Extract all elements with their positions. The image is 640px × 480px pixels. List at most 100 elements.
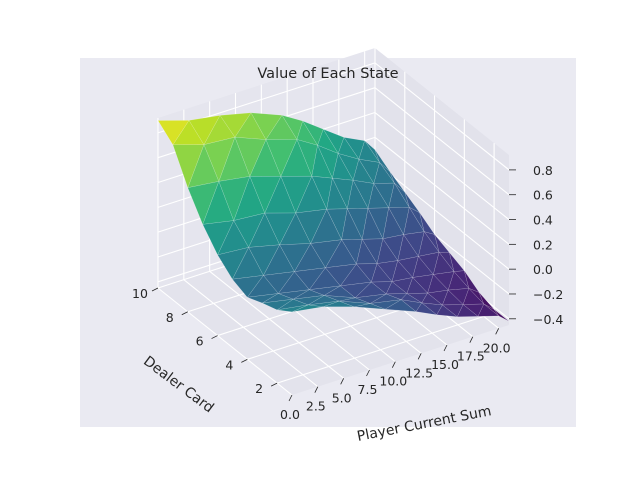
surface-facet	[295, 208, 327, 244]
y-tick-mark	[469, 336, 474, 343]
y-tick-mark	[340, 378, 345, 385]
surface-facet	[404, 191, 420, 213]
surface-facet	[400, 293, 423, 304]
surface-facet	[309, 285, 341, 296]
surface-facet	[434, 234, 450, 253]
surface-facet	[203, 136, 236, 182]
gridline-z	[374, 62, 510, 171]
surface-facet	[427, 289, 449, 306]
y-tick-mark	[288, 394, 293, 402]
surface-facet	[418, 231, 440, 257]
surface-facet	[352, 158, 375, 184]
y-tick-label: 12.5	[405, 365, 433, 380]
surface-facet	[373, 182, 395, 209]
y-tick-label: 2.5	[306, 399, 326, 414]
surface-facet	[247, 293, 279, 304]
x-tick-mark	[211, 335, 218, 339]
y-tick-mark	[391, 361, 396, 368]
surface-facet	[172, 144, 205, 188]
surface-plot	[157, 112, 510, 322]
back-right-pane	[375, 48, 509, 325]
surface-facet	[261, 298, 294, 311]
y-tick-label: 15.0	[431, 357, 459, 372]
x-tick-mark	[181, 311, 188, 316]
z-tick-label: 0.6	[533, 188, 553, 203]
surface-facet	[406, 277, 428, 294]
x-tick-mark	[241, 358, 248, 363]
gridline-y	[209, 270, 345, 379]
surface-facet	[232, 275, 264, 298]
surface-facet	[250, 112, 283, 140]
y-tick-mark	[443, 344, 448, 352]
surface-facet	[276, 304, 309, 313]
gridline-y	[183, 279, 319, 388]
z-tick-label: 0.8	[533, 163, 553, 178]
surface-facet	[457, 304, 479, 318]
surface-facet	[281, 114, 303, 140]
surface-facet	[323, 295, 356, 302]
surface-facet	[423, 231, 440, 253]
surface-facet	[340, 281, 372, 299]
surface-facet	[403, 207, 425, 235]
chart-title: Value of Each State	[257, 66, 398, 82]
z-tick-label: 0.2	[533, 237, 553, 252]
surface-facet	[436, 304, 458, 318]
y-tick-mark	[495, 328, 500, 335]
z-tick-label: −0.2	[533, 287, 563, 302]
surface-facet	[234, 136, 267, 177]
y-tick-label: 5.0	[332, 390, 352, 405]
surface-facet	[364, 140, 380, 163]
x-tick-label: 2	[255, 381, 263, 396]
surface-facet	[279, 212, 311, 246]
surface-facet	[264, 212, 296, 246]
surface-facet	[356, 239, 378, 265]
surface-facet	[296, 120, 318, 146]
z-tick-label: 0.4	[533, 213, 553, 228]
x-tick-label: 4	[225, 357, 233, 372]
surface-facet	[391, 260, 413, 282]
y-tick-mark	[314, 386, 319, 393]
surface-facet	[217, 247, 249, 280]
y-tick-label: 17.5	[457, 349, 485, 364]
surface-facet	[385, 281, 408, 295]
surface-facet	[187, 181, 220, 225]
surface-facet	[453, 270, 470, 289]
y-tick-label: 10.0	[379, 374, 407, 389]
x-tick-mark	[270, 382, 278, 387]
gridline-y	[157, 287, 293, 396]
surface-facet	[187, 144, 220, 188]
y-tick-mark	[417, 353, 422, 360]
surface-facet	[397, 234, 419, 261]
surface-facet	[371, 281, 393, 295]
x-tick-label: 10	[132, 286, 148, 301]
gridline-z	[374, 136, 510, 245]
x-tick-label: 8	[166, 310, 174, 325]
surface-facet	[373, 162, 395, 184]
gridline-z	[374, 161, 510, 270]
surface-facet	[391, 277, 413, 294]
surface-facet	[397, 256, 419, 278]
surface-facet	[338, 297, 371, 304]
x-tick-label: 6	[196, 334, 204, 349]
y-tick-mark	[366, 369, 370, 377]
surface-facet	[421, 302, 443, 316]
surface-facet	[367, 207, 389, 240]
surface-facet	[477, 303, 499, 317]
surface-facet	[202, 220, 234, 256]
surface-facet	[415, 302, 437, 316]
y-tick-label: 7.5	[358, 382, 378, 397]
surface-facet	[354, 293, 387, 304]
y-tick-label: 0.0	[280, 407, 300, 422]
y-tick-label: 20.0	[483, 340, 511, 355]
x-tick-mark	[151, 287, 159, 292]
tick-labels: 2 4 6 8 10 0.0 2.5 5.0 7.510.012.515.017.520.0 −0…	[132, 163, 563, 422]
surface-facet	[447, 271, 470, 291]
surface-facet	[307, 300, 340, 308]
surface-facet	[361, 208, 384, 240]
gridline-z	[374, 87, 510, 196]
surface-facet	[433, 251, 455, 275]
surface-facet	[157, 120, 190, 146]
surface-facet	[280, 175, 313, 214]
gridline-z	[374, 112, 510, 220]
